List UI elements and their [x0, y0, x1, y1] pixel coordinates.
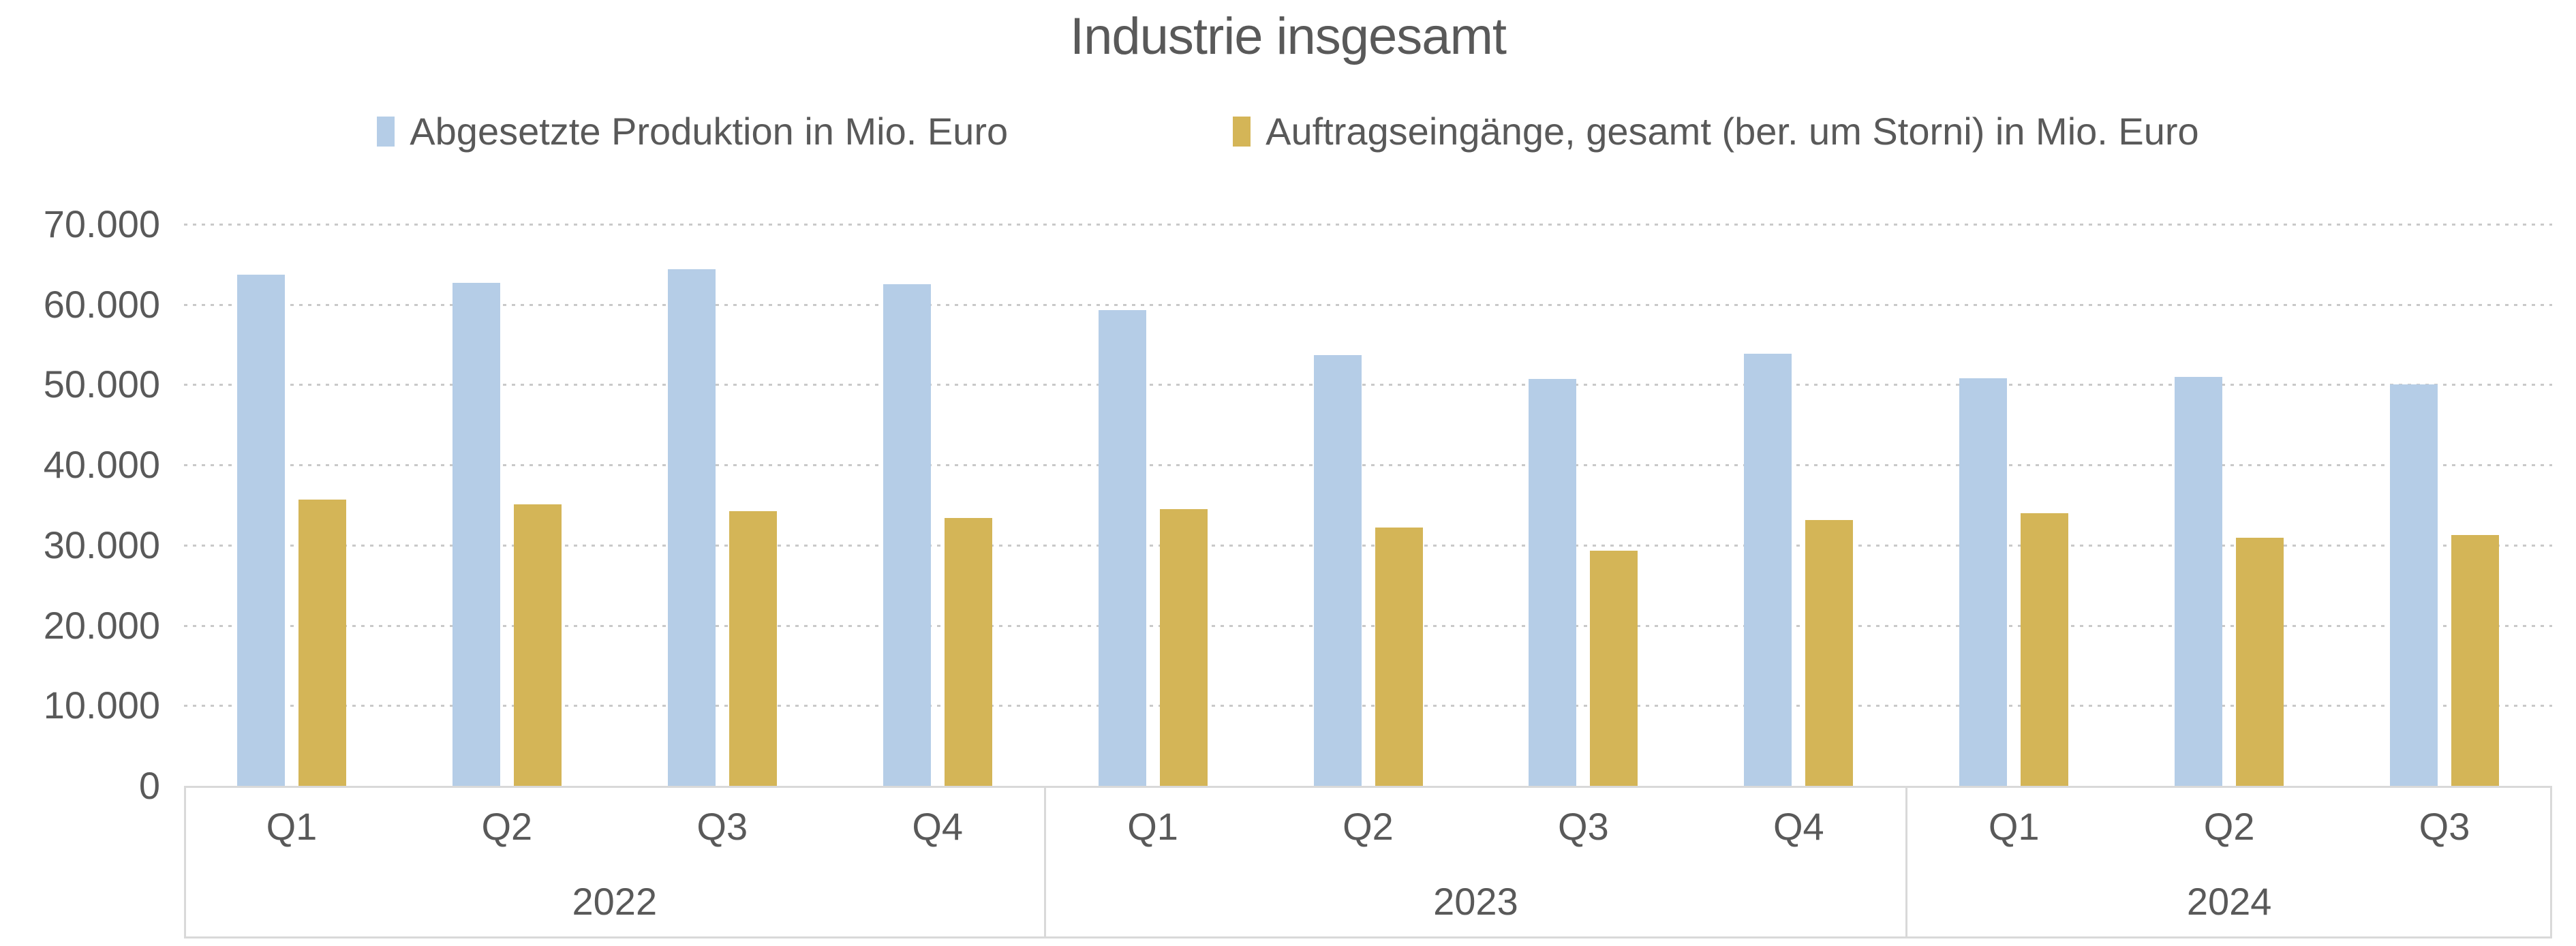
x-axis-label-box — [184, 786, 2552, 939]
bar-produktion — [237, 275, 285, 786]
x-axis-quarter-label: Q3 — [696, 805, 748, 848]
bar-auftragseingaenge — [1160, 509, 1208, 786]
bar-auftragseingaenge — [945, 518, 992, 786]
x-axis-quarter-label: Q1 — [266, 805, 318, 848]
x-axis-quarter-label: Q2 — [481, 805, 533, 848]
bar-auftragseingaenge — [514, 504, 562, 786]
bar-produktion — [1314, 355, 1362, 786]
x-axis-quarter-label: Q4 — [1773, 805, 1824, 848]
gridline — [184, 464, 2552, 467]
bar-produktion — [2390, 384, 2438, 786]
bar-produktion — [668, 269, 716, 786]
y-axis-tick-label: 0 — [138, 764, 160, 807]
year-group-divider — [1044, 786, 1047, 939]
bar-produktion — [1744, 354, 1792, 786]
x-axis-quarter-label: Q1 — [1127, 805, 1178, 848]
gridline — [184, 624, 2552, 627]
x-axis-year-label: 2023 — [1433, 880, 1518, 923]
y-axis-tick-label: 20.000 — [43, 603, 160, 647]
gridline — [184, 384, 2552, 386]
legend-item-produktion: Abgesetzte Produktion in Mio. Euro — [377, 109, 1008, 153]
legend-swatch-produktion-icon — [377, 116, 395, 147]
gridline — [184, 705, 2552, 707]
bar-auftragseingaenge — [2021, 513, 2068, 786]
y-axis-tick-label: 60.000 — [43, 282, 160, 326]
bar-produktion — [2175, 377, 2222, 786]
legend-label-produktion: Abgesetzte Produktion in Mio. Euro — [410, 110, 1009, 153]
legend-item-auftragseingaenge: Auftragseingänge, gesamt (ber. um Storni… — [1233, 109, 2199, 153]
bar-produktion — [453, 283, 500, 786]
x-axis-year-label: 2024 — [2186, 880, 2272, 923]
gridline — [184, 303, 2552, 306]
y-axis-tick-label: 50.000 — [43, 363, 160, 406]
bar-auftragseingaenge — [1805, 520, 1853, 786]
y-axis-tick-label: 30.000 — [43, 523, 160, 566]
year-group-divider — [1905, 786, 1907, 939]
y-axis-tick-label: 10.000 — [43, 684, 160, 727]
x-axis-quarter-label: Q1 — [1988, 805, 2040, 848]
bar-auftragseingaenge — [729, 511, 777, 786]
bar-produktion — [1529, 379, 1576, 786]
bar-produktion — [1959, 378, 2007, 786]
y-axis-tick-label: 70.000 — [43, 202, 160, 245]
x-axis-quarter-label: Q2 — [1343, 805, 1394, 848]
bar-auftragseingaenge — [1590, 551, 1638, 786]
gridline — [184, 224, 2552, 226]
gridline — [184, 544, 2552, 547]
chart-title: Industrie insgesamt — [1070, 7, 1507, 65]
x-axis-quarter-label: Q4 — [912, 805, 964, 848]
bar-auftragseingaenge — [298, 500, 346, 786]
y-axis-tick-label: 40.000 — [43, 443, 160, 487]
x-axis-quarter-label: Q3 — [1558, 805, 1609, 848]
bar-auftragseingaenge — [2451, 535, 2499, 786]
x-axis-quarter-label: Q2 — [2203, 805, 2255, 848]
bar-auftragseingaenge — [1375, 528, 1423, 786]
bar-produktion — [883, 284, 931, 786]
legend-swatch-auftragseingaenge-icon — [1233, 116, 1251, 147]
x-axis-year-label: 2022 — [572, 880, 658, 923]
bar-produktion — [1099, 310, 1146, 786]
legend: Abgesetzte Produktion in Mio. Euro Auftr… — [0, 109, 2576, 153]
x-axis-quarter-label: Q3 — [2419, 805, 2470, 848]
bar-auftragseingaenge — [2236, 538, 2284, 786]
legend-label-auftragseingaenge: Auftragseingänge, gesamt (ber. um Storni… — [1266, 110, 2199, 153]
